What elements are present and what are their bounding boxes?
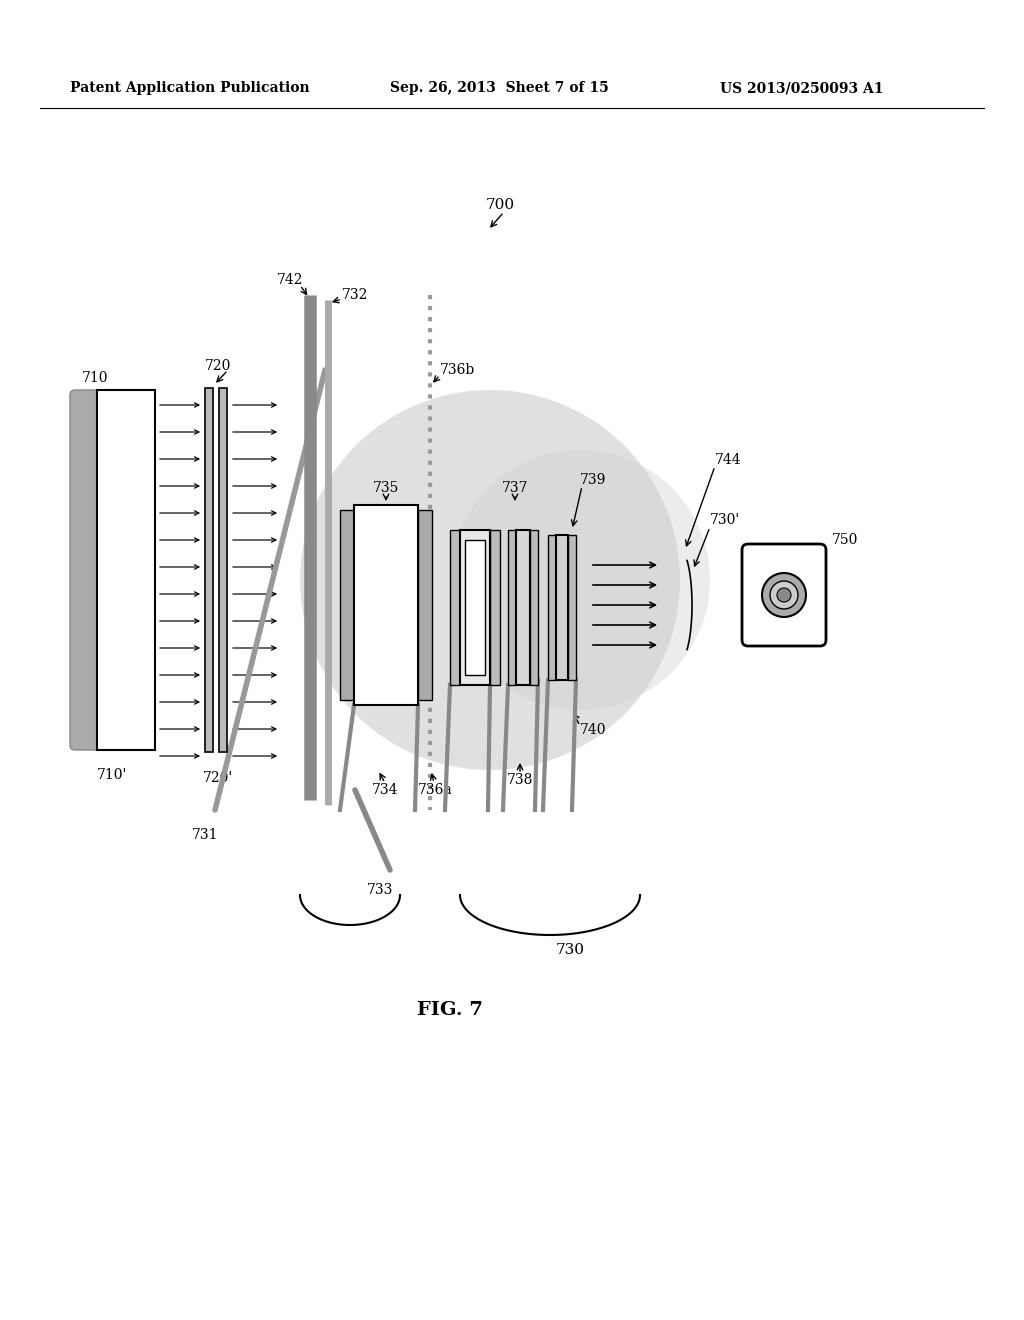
Text: T: T — [121, 655, 132, 669]
Bar — [556, 535, 568, 680]
Circle shape — [777, 587, 791, 602]
Bar — [97, 389, 155, 750]
Text: FIG. 7: FIG. 7 — [417, 1001, 483, 1019]
Bar — [354, 506, 418, 705]
Bar — [568, 535, 575, 680]
Text: 720: 720 — [205, 359, 231, 374]
Text: 742: 742 — [276, 273, 303, 286]
Ellipse shape — [450, 450, 710, 710]
Ellipse shape — [300, 389, 680, 770]
Text: 735: 735 — [373, 480, 399, 495]
Bar — [340, 510, 354, 700]
Text: ...: ... — [779, 620, 788, 630]
Text: 700: 700 — [485, 198, 515, 213]
Text: US 2013/0250093 A1: US 2013/0250093 A1 — [720, 81, 884, 95]
Text: Patent Application Publication: Patent Application Publication — [70, 81, 309, 95]
Bar — [516, 531, 530, 685]
Text: 733: 733 — [367, 883, 393, 898]
Text: Sep. 26, 2013  Sheet 7 of 15: Sep. 26, 2013 Sheet 7 of 15 — [390, 81, 608, 95]
Bar — [530, 531, 538, 685]
Text: 744: 744 — [715, 453, 741, 467]
Bar — [460, 531, 490, 685]
Text: 736a: 736a — [418, 783, 453, 797]
Circle shape — [770, 581, 798, 609]
Bar — [205, 388, 213, 752]
Bar — [508, 531, 516, 685]
Bar — [418, 510, 432, 700]
Text: 739: 739 — [580, 473, 606, 487]
Text: 736b: 736b — [440, 363, 475, 378]
Text: I: I — [123, 480, 130, 495]
Text: 732: 732 — [342, 288, 369, 302]
Text: 737: 737 — [502, 480, 528, 495]
Text: 730': 730' — [710, 513, 740, 527]
Text: 750: 750 — [831, 533, 858, 546]
Bar — [490, 531, 500, 685]
Text: 731: 731 — [191, 828, 218, 842]
Bar — [219, 388, 227, 752]
FancyBboxPatch shape — [742, 544, 826, 645]
Text: L: L — [121, 422, 131, 437]
Bar — [465, 540, 485, 675]
Text: 740: 740 — [580, 723, 606, 737]
Text: 738: 738 — [507, 774, 534, 787]
Text: G: G — [120, 539, 132, 553]
Text: 720': 720' — [203, 771, 233, 785]
Circle shape — [762, 573, 806, 616]
Text: 730: 730 — [555, 942, 585, 957]
Bar — [548, 535, 556, 680]
Text: 734: 734 — [372, 783, 398, 797]
Text: H: H — [119, 597, 133, 611]
Text: 710': 710' — [97, 768, 127, 781]
Bar — [450, 531, 460, 685]
FancyBboxPatch shape — [70, 389, 102, 750]
Text: 710: 710 — [82, 371, 109, 385]
